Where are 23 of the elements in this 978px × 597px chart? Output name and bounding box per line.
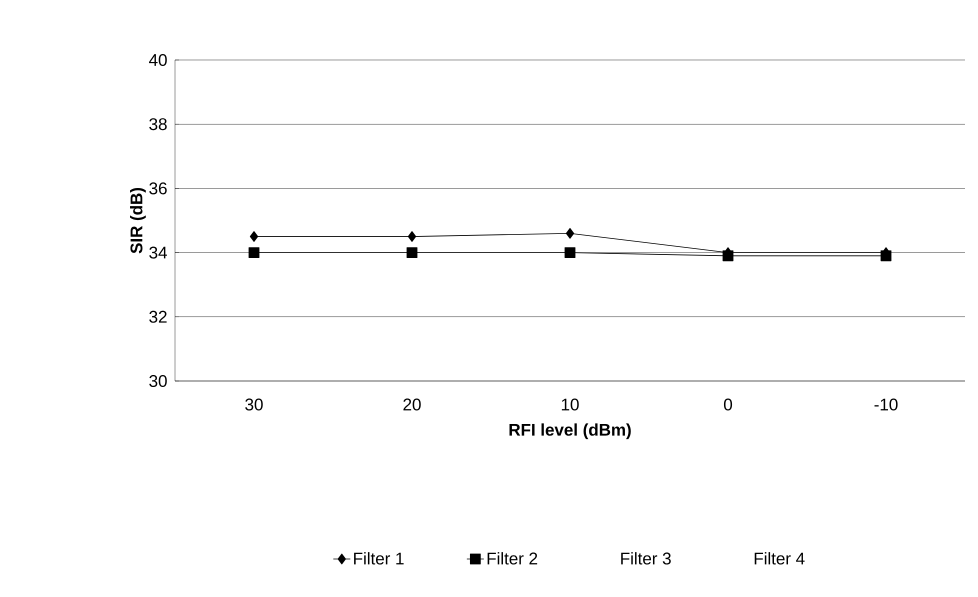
x-axis-title: RFI level (dBm): [510, 423, 631, 440]
legend-label: Filter 2: [488, 552, 538, 565]
x-tick-label: 10: [562, 398, 579, 411]
point: [564, 247, 576, 258]
x-tick-label: 30: [245, 398, 263, 411]
x-tick-label: 0: [724, 398, 732, 411]
y-axis-title: SIR (dB): [130, 188, 146, 254]
text: Filter 4: [754, 552, 805, 565]
x-tick-label: 20: [403, 398, 421, 411]
point: [566, 228, 574, 239]
y-tick-label: 40: [149, 54, 167, 66]
point: [248, 247, 260, 258]
y-tick-label: 36: [149, 182, 167, 194]
y-tick-label: 32: [149, 310, 167, 323]
text: Filter 3: [621, 552, 671, 565]
y-tick-label: 38: [149, 118, 167, 130]
x-tick-label: -10: [874, 398, 898, 411]
y-tick-label: 34: [149, 246, 167, 259]
point: [250, 231, 258, 242]
y-tick-label: 30: [149, 375, 167, 387]
point: [406, 247, 418, 258]
point: [408, 231, 416, 242]
legend-label: Filter 1: [354, 552, 404, 565]
